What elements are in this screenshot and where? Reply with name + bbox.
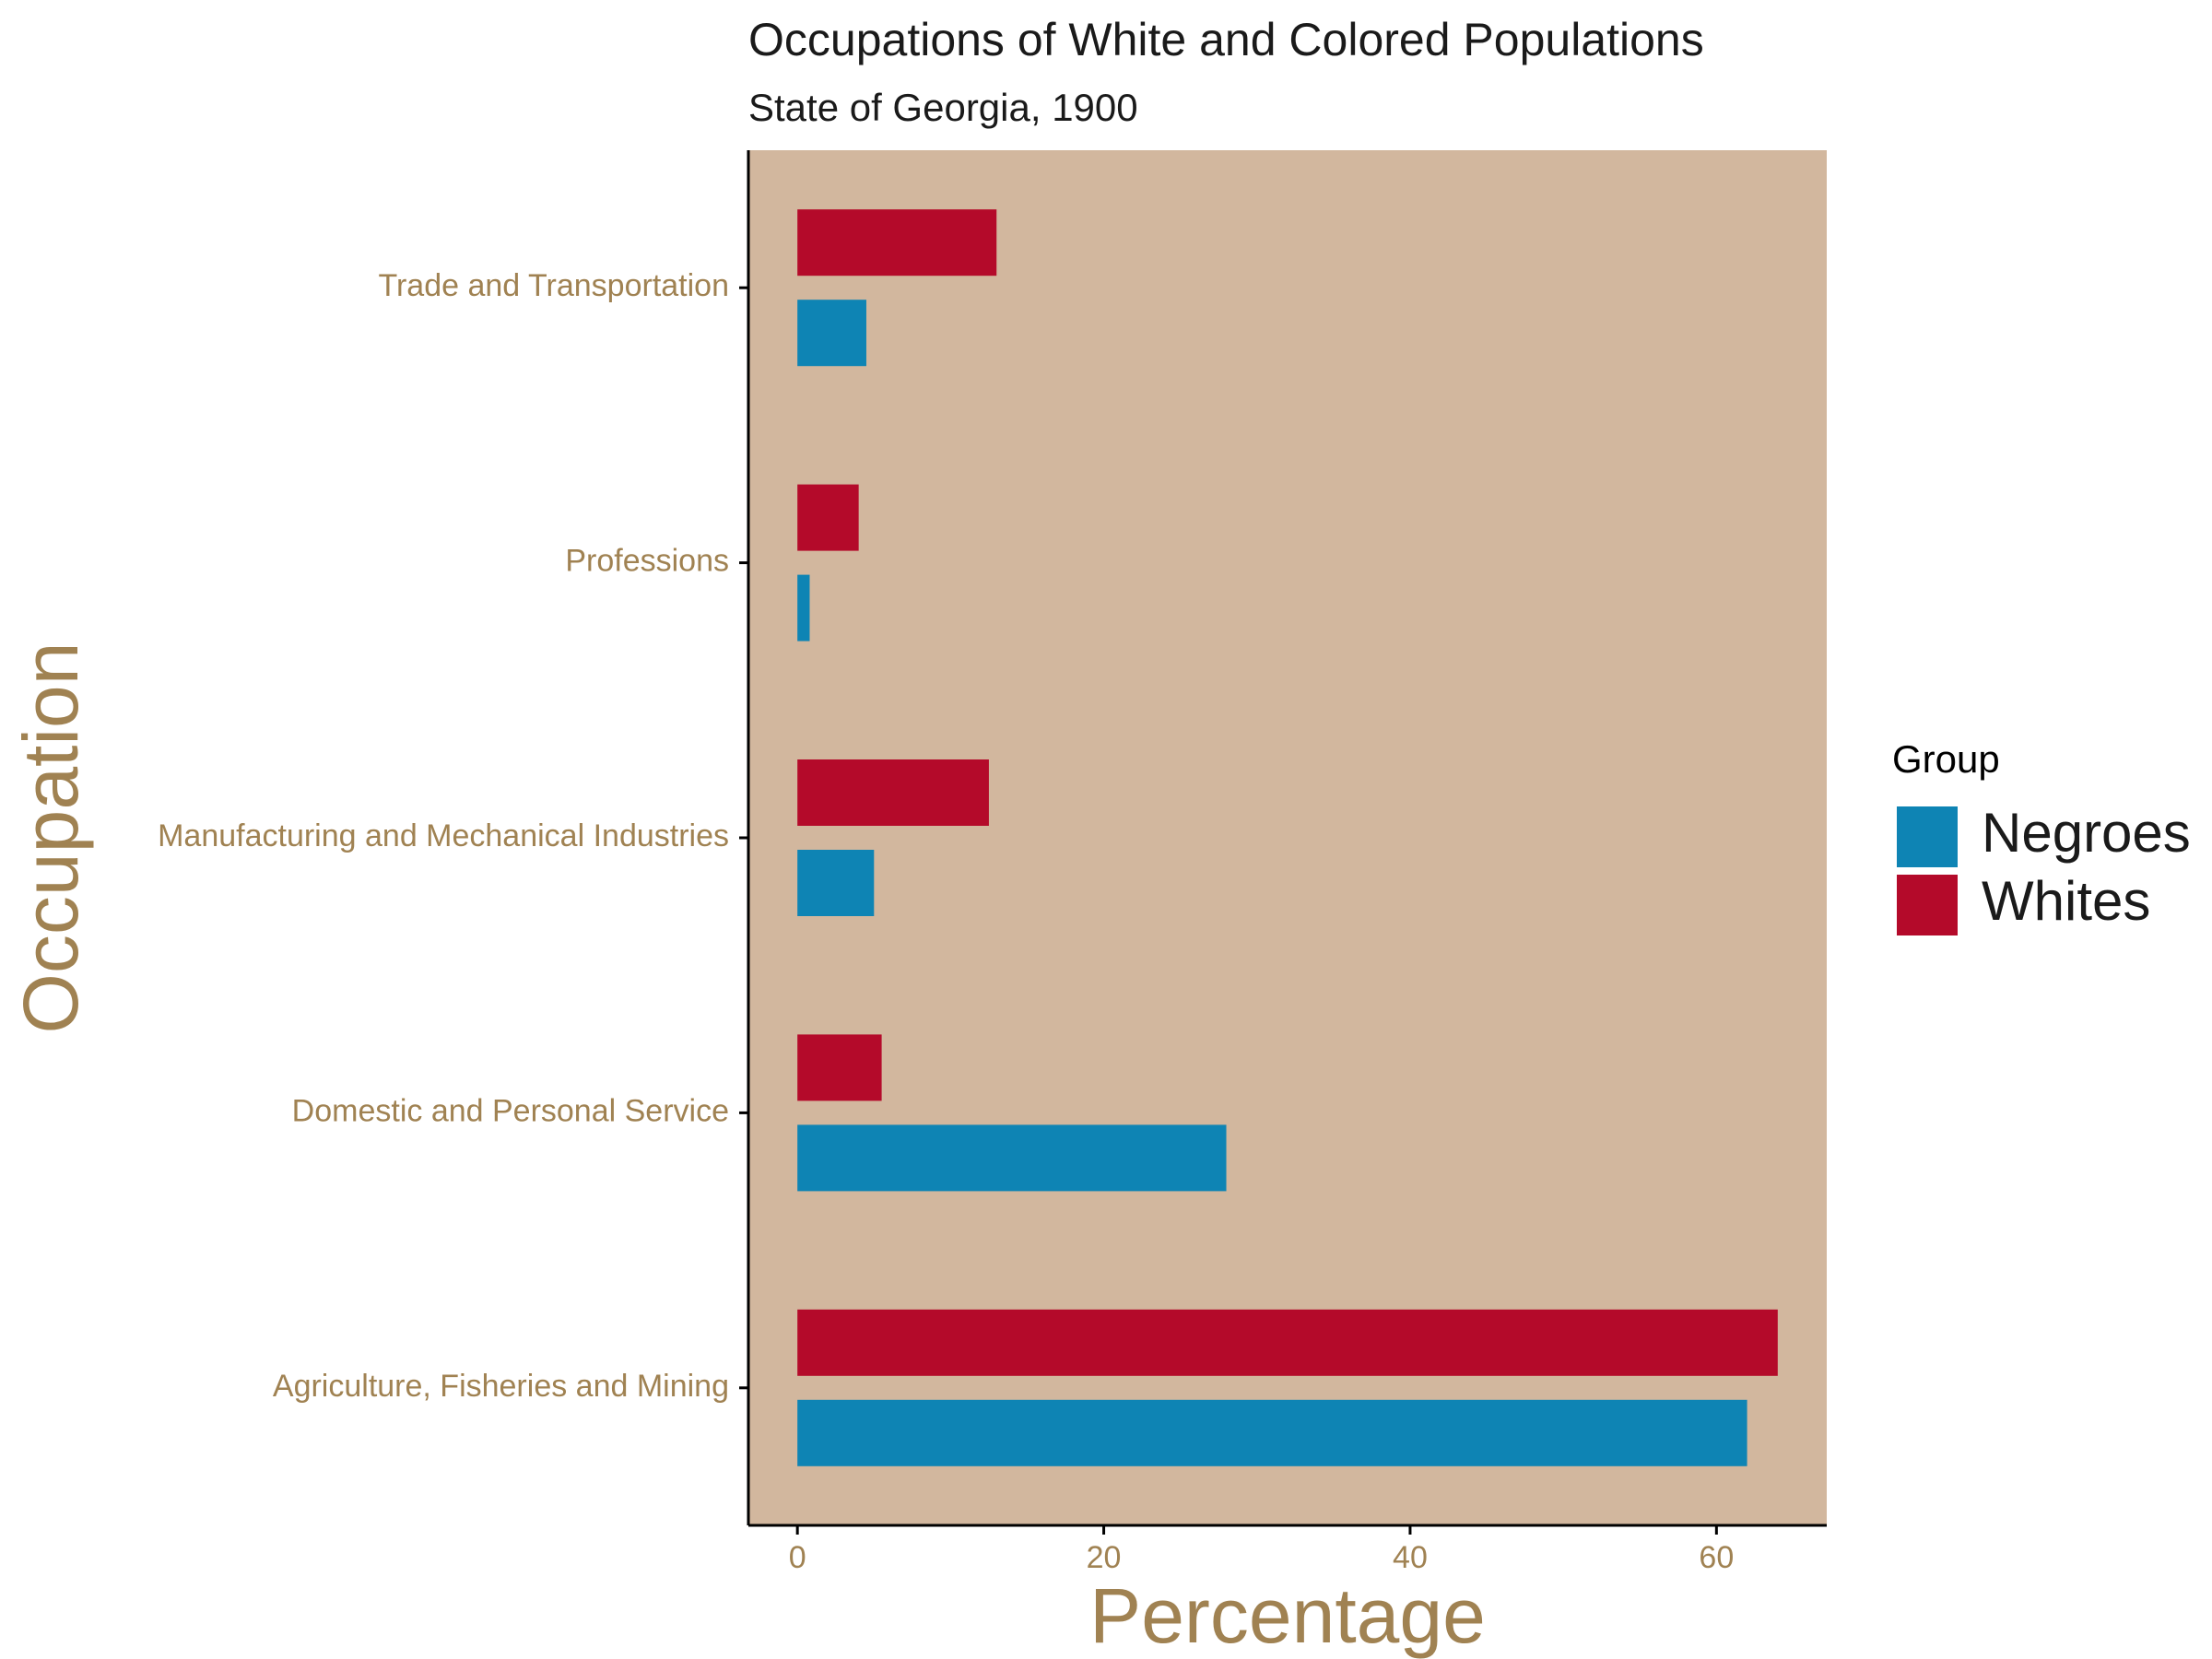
chart-title: Occupations of White and Colored Populat… [748,14,1704,65]
x-axis-label: Percentage [1089,1572,1486,1659]
bar-whites-1 [797,1034,882,1101]
y-tick-label-4: Trade and Transportation [378,268,729,303]
x-tick-label-1: 20 [1087,1540,1122,1575]
bar-negroes-2 [797,850,875,916]
bar-negroes-3 [797,574,810,641]
x-ticks-layer: 0 20 40 60 [789,1525,1734,1575]
y-tick-label-1: Domestic and Personal Service [292,1093,729,1128]
y-tick-label-0: Agriculture, Fisheries and Mining [273,1369,729,1404]
bars-layer [797,209,1778,1466]
y-ticks-layer: Agriculture, Fisheries and Mining Domesti… [158,268,748,1404]
chart-subtitle: State of Georgia, 1900 [748,86,1138,129]
legend-label-negroes: Negroes [1982,802,2191,864]
x-tick-label-0: 0 [789,1540,806,1575]
legend-title: Group [1892,737,2000,781]
bar-whites-4 [797,209,997,276]
bar-whites-0 [797,1309,1778,1376]
legend-swatch-negroes [1897,806,1958,867]
y-tick-label-2: Manufacturing and Mechanical Industries [158,818,729,853]
bar-negroes-0 [797,1399,1747,1466]
legend-label-whites: Whites [1982,870,2150,932]
plot-panel [748,150,1827,1525]
x-tick-label-2: 40 [1393,1540,1428,1575]
y-tick-label-3: Professions [565,544,729,579]
bar-whites-3 [797,484,859,551]
x-tick-label-3: 60 [1699,1540,1734,1575]
bar-negroes-1 [797,1124,1227,1192]
y-axis-label: Occupation [7,642,94,1034]
legend-swatch-whites [1897,875,1958,935]
bar-whites-2 [797,759,989,826]
bar-negroes-4 [797,300,866,367]
